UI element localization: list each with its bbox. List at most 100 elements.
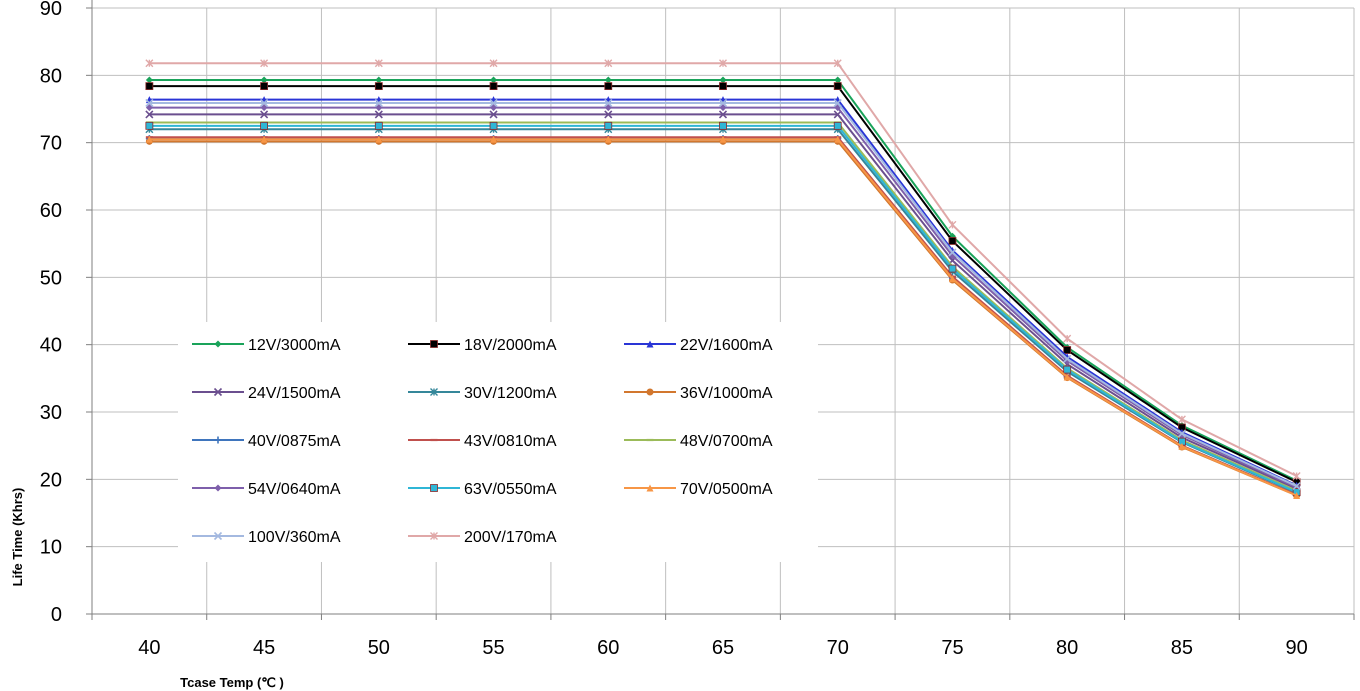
data-point [1292,482,1301,491]
data-point [719,104,727,112]
x-tick-label: 60 [597,637,619,659]
data-point [260,98,269,108]
data-point [489,110,498,119]
series-100V/360mA [145,98,1301,491]
data-point [374,121,383,130]
legend-marker [214,484,222,492]
x-axis-title: Tcase Temp (℃ ) [180,675,284,690]
legend-item: 40V/0875mA [192,433,341,450]
legend-marker [214,436,222,444]
x-tick-label: 40 [138,637,160,659]
data-point [489,98,498,108]
legend-item: 100V/360mA [192,529,341,546]
legend-item: 12V/3000mA [192,337,341,354]
legend-label: 18V/2000mA [464,337,557,354]
y-tick-label: 10 [40,537,62,559]
data-point [719,82,727,91]
legend-label: 24V/1500mA [248,385,341,402]
y-tick-label: 70 [40,133,62,155]
y-tick-label: 80 [40,65,62,87]
legend-label: 43V/0810mA [464,433,557,450]
data-point [1063,334,1072,343]
data-point [719,76,727,84]
data-point [948,237,957,245]
data-point [1292,471,1301,480]
data-point [490,135,498,143]
x-tick-label: 50 [368,637,390,659]
legend-item: 48V/0700mA [624,433,773,450]
x-tick-label: 70 [827,637,849,659]
data-point [1293,491,1301,499]
legend-label: 30V/1200mA [464,385,557,402]
data-point [260,82,268,91]
data-point [834,76,842,84]
data-point [604,82,613,91]
legend-item: 63V/0550mA [408,481,557,498]
legend-item: 200V/170mA [408,529,557,546]
data-point [374,98,383,108]
legend-marker [430,388,438,396]
data-point [375,76,383,84]
data-point [489,82,498,91]
y-tick-label: 90 [40,0,62,20]
data-point [1063,365,1072,374]
legend-label: 40V/0875mA [248,433,341,450]
legend-label: 36V/1000mA [680,385,773,402]
legend: 12V/3000mA 18V/2000mA 22V/1600mA 24V/1500mA… [178,322,818,562]
data-point [1063,373,1071,381]
data-point [260,59,269,68]
data-point [1178,442,1186,450]
data-point [145,110,154,119]
x-tick-label: 75 [941,637,963,659]
data-point [604,104,612,112]
x-tick-label: 90 [1286,637,1308,659]
legend-label: 54V/0640mA [248,481,341,498]
legend-marker [430,532,438,540]
data-point [604,76,612,84]
data-point [260,135,268,143]
data-point [374,82,383,91]
data-point [145,76,153,84]
y-tick-label: 0 [51,604,62,626]
data-point [145,135,153,143]
legend-item: 24V/1500mA [192,385,341,402]
data-point [145,59,154,68]
legend-item: 36V/1000mA [624,385,773,402]
axes: 0 10 20 30 40 50 60 70 80 90 40 45 50 55 60 65 70 75 80 85 9… [40,0,1355,659]
legend-label: 12V/3000mA [248,337,341,354]
data-point [718,98,728,108]
y-tick-label: 40 [40,335,62,357]
data-point [604,110,613,119]
data-point [948,275,956,283]
data-point [1063,346,1072,354]
x-tick-label: 65 [712,637,734,659]
legend-label: 22V/1600mA [680,337,773,354]
legend-label: 70V/0500mA [680,481,773,498]
y-tick-label: 50 [40,267,62,289]
data-point [604,135,612,143]
data-point [374,110,383,119]
legend-item: 70V/0500mA [624,481,773,498]
legend-label: 63V/0550mA [464,481,557,498]
x-tick-label: 85 [1171,637,1193,659]
data-point [1063,354,1072,363]
data-point [718,110,728,119]
data-point [604,121,613,130]
data-point [489,121,498,130]
legend-item: 18V/2000mA [408,337,557,354]
x-tick-label: 55 [482,637,504,659]
legend-item: 30V/1200mA [408,385,557,402]
x-tick-label: 80 [1056,637,1078,659]
legend-marker [213,387,223,397]
data-point [145,82,154,91]
legend-box [178,322,818,562]
y-axis-title: Life Time (Khrs) [10,488,25,587]
data-point [1177,429,1186,438]
series-lines [145,59,1301,499]
data-point [1177,415,1186,424]
legend-label: 100V/360mA [248,529,341,546]
data-point [719,121,727,130]
legend-item: 43V/0810mA [408,433,557,450]
legend-item: 54V/0640mA [192,481,341,498]
data-point [145,98,154,108]
